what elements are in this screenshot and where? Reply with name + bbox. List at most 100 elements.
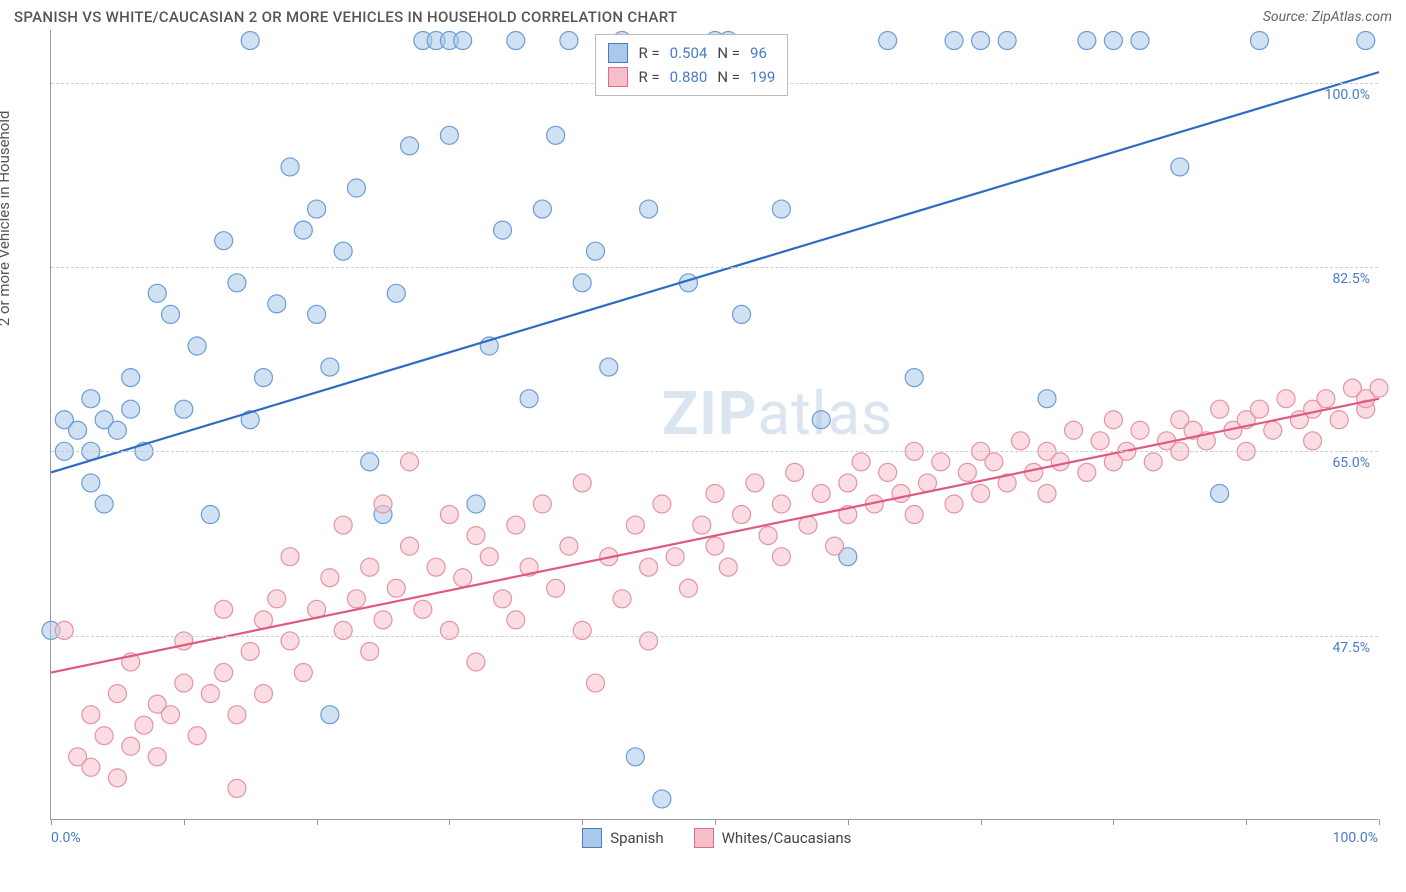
scatter-point — [653, 495, 671, 513]
scatter-point — [879, 463, 897, 481]
legend-label: Whites/Caucasians — [722, 829, 852, 847]
scatter-point — [308, 305, 326, 323]
scatter-point — [560, 32, 578, 50]
scatter-point — [95, 727, 113, 745]
scatter-point — [241, 32, 259, 50]
scatter-point — [1091, 432, 1109, 450]
scatter-point — [361, 642, 379, 660]
scatter-point — [480, 548, 498, 566]
scatter-point — [640, 558, 658, 576]
scatter-point — [892, 484, 910, 502]
chart-container: 2 or more Vehicles in Household ZIPatlas… — [14, 30, 1392, 820]
scatter-point — [308, 200, 326, 218]
scatter-point — [626, 516, 644, 534]
scatter-point — [347, 179, 365, 197]
x-tick — [981, 819, 982, 825]
scatter-point — [826, 537, 844, 555]
scatter-point — [985, 453, 1003, 471]
y-axis-label: 2 or more Vehicles in Household — [0, 111, 13, 327]
scatter-point — [387, 284, 405, 302]
scatter-point — [1104, 411, 1122, 429]
scatter-point — [254, 611, 272, 629]
scatter-point — [640, 200, 658, 218]
scatter-point — [321, 569, 339, 587]
scatter-point — [945, 32, 963, 50]
scatter-point — [334, 516, 352, 534]
scatter-point — [122, 737, 140, 755]
scatter-point — [494, 221, 512, 239]
scatter-point — [1250, 400, 1268, 418]
scatter-point — [640, 632, 658, 650]
scatter-point — [1171, 158, 1189, 176]
legend-swatch — [694, 828, 714, 848]
scatter-point — [812, 484, 830, 502]
scatter-point — [440, 621, 458, 639]
scatter-point — [414, 600, 432, 618]
scatter-point — [626, 748, 644, 766]
scatter-point — [547, 579, 565, 597]
scatter-point — [215, 232, 233, 250]
scatter-point — [1277, 390, 1295, 408]
scatter-point — [786, 463, 804, 481]
gridline — [51, 267, 1378, 268]
scatter-point — [972, 32, 990, 50]
scatter-point — [679, 579, 697, 597]
scatter-point — [148, 748, 166, 766]
scatter-point — [1330, 411, 1348, 429]
scatter-point — [494, 590, 512, 608]
y-tick-label: 82.5% — [1332, 271, 1370, 287]
source-label: Source: ZipAtlas.com — [1263, 9, 1392, 25]
scatter-point — [958, 463, 976, 481]
scatter-point — [162, 305, 180, 323]
scatter-point — [135, 716, 153, 734]
scatter-point — [573, 474, 591, 492]
scatter-point — [972, 484, 990, 502]
chart-title: SPANISH VS WHITE/CAUCASIAN 2 OR MORE VEH… — [14, 8, 677, 26]
scatter-point — [401, 537, 419, 555]
x-max-label: 100.0% — [1333, 830, 1378, 846]
scatter-point — [294, 221, 312, 239]
scatter-point — [1211, 484, 1229, 502]
scatter-point — [201, 506, 219, 524]
scatter-point — [281, 158, 299, 176]
scatter-point — [812, 411, 830, 429]
scatter-point — [733, 305, 751, 323]
scatter-point — [547, 126, 565, 144]
scatter-point — [1357, 32, 1375, 50]
scatter-point — [1250, 32, 1268, 50]
scatter-point — [82, 474, 100, 492]
scatter-point — [254, 685, 272, 703]
x-tick — [449, 819, 450, 825]
x-tick — [1246, 819, 1247, 825]
x-tick — [1113, 819, 1114, 825]
scatter-point — [839, 474, 857, 492]
legend-swatch — [608, 43, 628, 63]
scatter-point — [108, 421, 126, 439]
trend-line — [51, 399, 1379, 673]
scatter-point — [175, 674, 193, 692]
scatter-point — [600, 358, 618, 376]
scatter-point — [1264, 421, 1282, 439]
scatter-point — [1144, 453, 1162, 471]
scatter-point — [361, 453, 379, 471]
scatter-point — [467, 653, 485, 671]
scatter-point — [361, 558, 379, 576]
scatter-point — [706, 537, 724, 555]
scatter-point — [719, 558, 737, 576]
x-tick — [51, 819, 52, 825]
x-tick — [1379, 819, 1380, 825]
scatter-point — [693, 516, 711, 534]
scatter-point — [440, 506, 458, 524]
scatter-point — [334, 242, 352, 260]
scatter-point — [1025, 463, 1043, 481]
scatter-point — [82, 758, 100, 776]
scatter-point — [613, 590, 631, 608]
y-tick-label: 65.0% — [1332, 455, 1370, 471]
scatter-point — [1011, 432, 1029, 450]
legend-item: Spanish — [582, 828, 663, 848]
y-tick-label: 100.0% — [1325, 87, 1370, 103]
scatter-point — [573, 621, 591, 639]
legend-row: R =0.880N =199 — [608, 65, 775, 89]
scatter-point — [228, 706, 246, 724]
scatter-point — [108, 685, 126, 703]
